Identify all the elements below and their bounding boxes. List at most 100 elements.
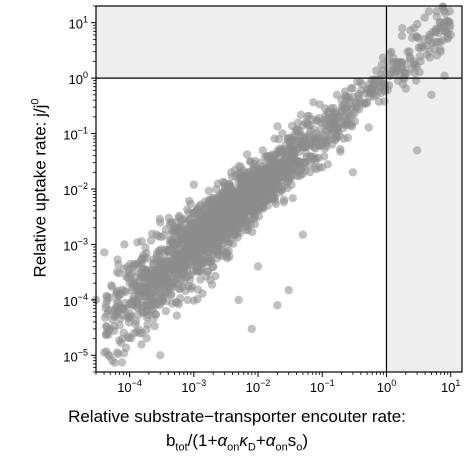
data-point xyxy=(101,303,110,313)
data-point xyxy=(241,193,250,202)
data-point xyxy=(273,172,283,181)
x-tick-label: 10−1 xyxy=(310,378,335,395)
data-point xyxy=(443,17,452,26)
data-point xyxy=(208,262,218,271)
data-point xyxy=(148,260,158,269)
data-point xyxy=(120,240,129,249)
y-tick-label: 10−4 xyxy=(63,292,88,309)
data-point xyxy=(424,7,434,16)
data-point xyxy=(121,343,131,352)
data-point xyxy=(240,206,249,215)
data-point xyxy=(233,206,243,215)
data-point xyxy=(147,300,157,309)
data-point xyxy=(188,232,197,241)
data-point xyxy=(258,162,268,171)
data-point xyxy=(208,216,218,225)
data-point xyxy=(378,79,387,89)
data-point xyxy=(398,24,407,33)
data-point xyxy=(147,229,157,238)
data-point xyxy=(240,168,249,178)
data-point xyxy=(296,170,305,180)
data-point xyxy=(136,269,146,278)
data-point xyxy=(220,178,229,187)
data-point xyxy=(246,157,255,166)
data-point xyxy=(135,329,144,338)
y-tick-label: 10−2 xyxy=(63,181,88,198)
data-point xyxy=(383,64,393,73)
data-point xyxy=(400,69,410,78)
data-point xyxy=(108,356,117,365)
data-point xyxy=(440,71,449,81)
data-point xyxy=(309,98,318,107)
data-point xyxy=(299,140,309,150)
data-point xyxy=(238,179,247,188)
data-point xyxy=(343,133,353,142)
data-point xyxy=(303,112,312,121)
data-point xyxy=(265,185,274,194)
data-point xyxy=(233,233,242,242)
data-point xyxy=(273,146,282,155)
data-point xyxy=(320,152,329,161)
data-point xyxy=(284,285,293,295)
data-point xyxy=(163,262,172,271)
data-point xyxy=(293,125,303,135)
data-point xyxy=(136,286,145,295)
data-point xyxy=(236,187,246,196)
data-point xyxy=(102,310,112,319)
data-points xyxy=(91,2,455,367)
data-point xyxy=(156,351,165,360)
data-point xyxy=(383,85,392,95)
data-point xyxy=(192,204,202,214)
data-point xyxy=(189,180,198,189)
data-point xyxy=(112,267,122,277)
data-point xyxy=(191,253,201,263)
data-point xyxy=(413,19,422,29)
data-point xyxy=(420,13,429,22)
data-point xyxy=(142,334,151,343)
data-point xyxy=(295,158,304,168)
data-point xyxy=(114,298,123,307)
data-point xyxy=(436,47,445,56)
data-point xyxy=(227,220,236,229)
data-point xyxy=(360,99,369,109)
data-point xyxy=(233,195,243,204)
data-point xyxy=(317,124,326,133)
data-point xyxy=(247,208,256,217)
data-point xyxy=(100,248,109,257)
x-tick-label: 10−3 xyxy=(181,378,206,395)
data-point xyxy=(117,358,127,367)
data-point xyxy=(298,230,308,239)
data-point xyxy=(115,336,124,345)
data-point xyxy=(143,320,152,329)
data-point xyxy=(372,66,381,75)
data-point xyxy=(222,249,231,258)
data-point xyxy=(242,150,252,159)
data-point xyxy=(289,148,299,157)
data-point xyxy=(330,109,339,118)
data-point xyxy=(115,320,124,330)
data-point xyxy=(212,254,221,263)
data-point xyxy=(156,218,165,227)
data-point xyxy=(152,252,161,261)
data-point xyxy=(133,299,142,309)
data-point xyxy=(189,296,198,305)
data-point xyxy=(271,199,280,208)
y-tick-label: 10−1 xyxy=(63,126,88,143)
data-point xyxy=(318,163,327,172)
x-axis-label-line2: btot/(1+αonκD+αonso) xyxy=(165,431,309,454)
data-point xyxy=(116,289,126,299)
data-point xyxy=(102,292,112,302)
data-point xyxy=(324,135,334,145)
data-point xyxy=(169,274,178,284)
data-point xyxy=(256,193,265,203)
data-point xyxy=(211,271,220,281)
data-point xyxy=(183,295,192,305)
data-point xyxy=(332,133,341,142)
data-point xyxy=(395,58,404,67)
data-point xyxy=(170,250,180,259)
data-point xyxy=(182,220,192,229)
data-point xyxy=(196,230,205,239)
data-point xyxy=(137,254,146,264)
data-point xyxy=(155,262,164,271)
